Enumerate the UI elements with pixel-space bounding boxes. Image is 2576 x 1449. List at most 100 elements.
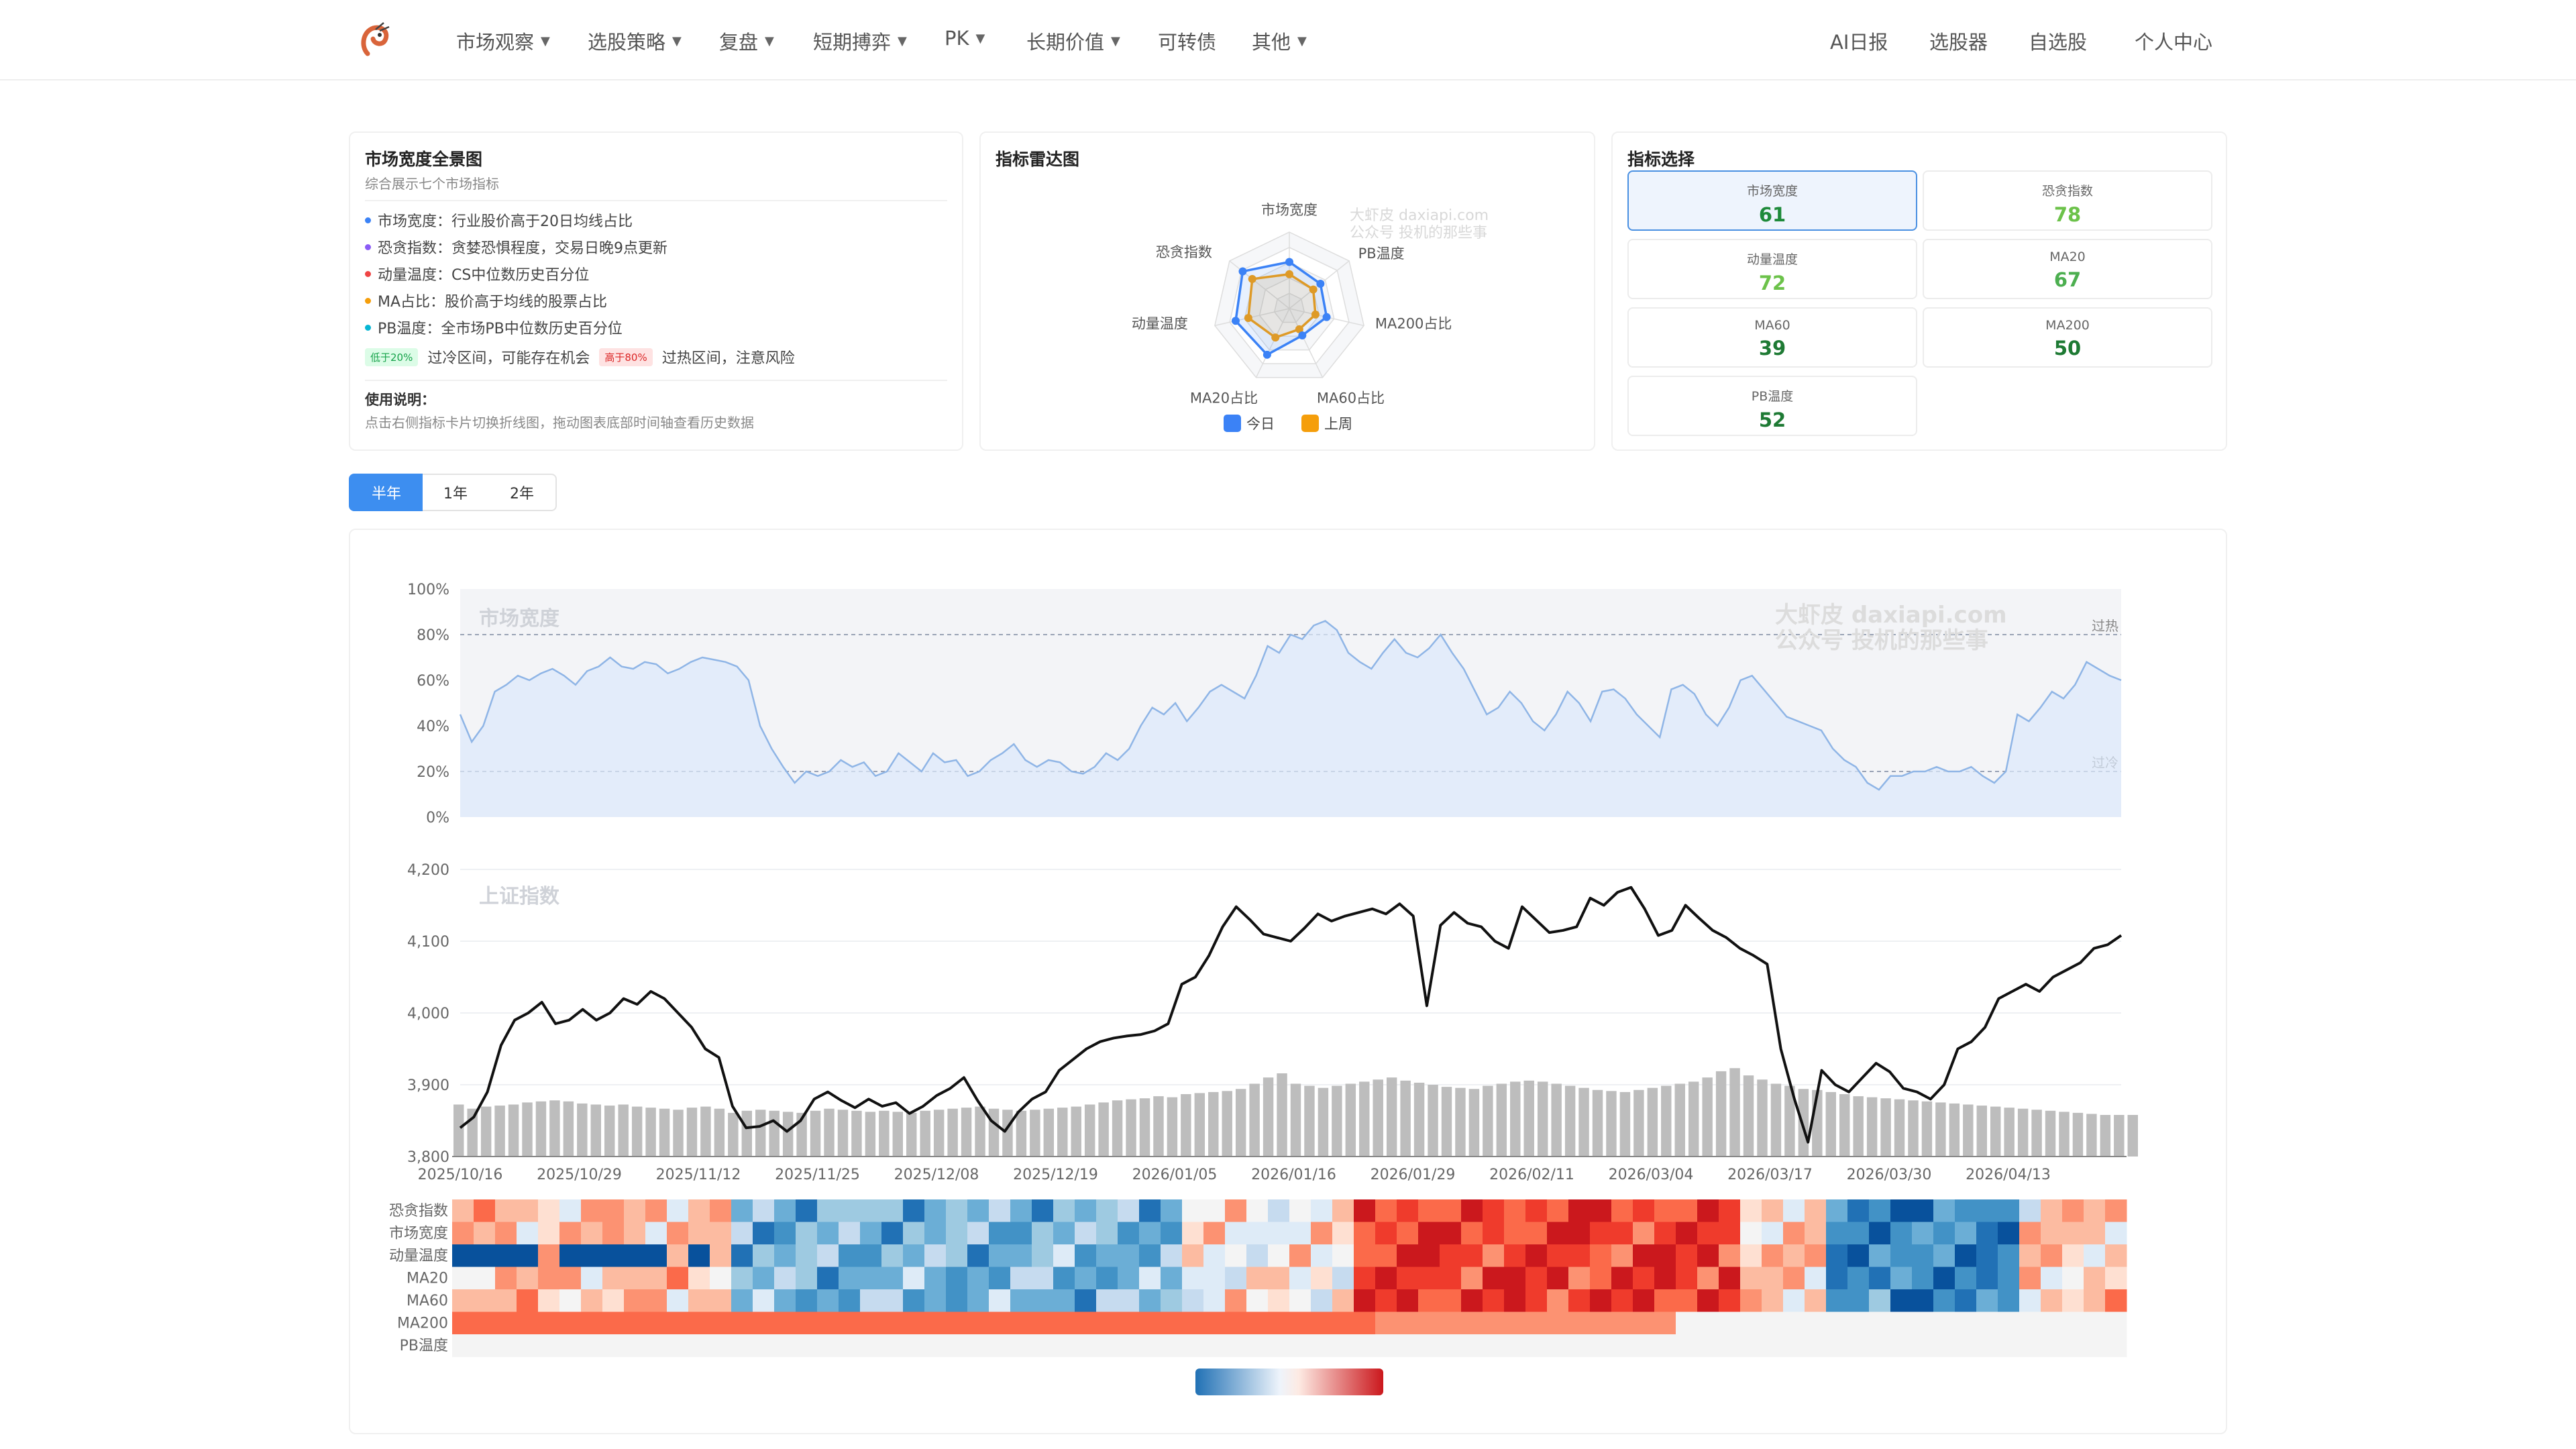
- heatmap-cell: [452, 1311, 474, 1335]
- heatmap-cell: [1397, 1334, 1419, 1357]
- volume-bar: [453, 1104, 464, 1157]
- heatmap-cell: [1225, 1222, 1247, 1245]
- legend-last-week[interactable]: 上周: [1301, 413, 1352, 433]
- chevron-down-icon: ▼: [1111, 34, 1120, 48]
- heatmap-cell: [645, 1222, 667, 1245]
- heatmap-cell: [474, 1334, 496, 1357]
- volume-bar: [645, 1108, 656, 1157]
- nav-stock-strategy[interactable]: 选股策略 ▼: [588, 31, 682, 54]
- heatmap-cell: [710, 1222, 732, 1245]
- range-2y-button[interactable]: 2年: [488, 474, 557, 511]
- nav-ai-daily[interactable]: AI日报: [1830, 31, 1888, 54]
- heatmap-cell: [452, 1334, 474, 1357]
- heatmap-cell: [796, 1244, 818, 1267]
- heatmap-cell: [1354, 1267, 1376, 1290]
- heatmap-cell: [731, 1199, 753, 1222]
- heatmap-cell: [946, 1267, 968, 1290]
- legend-momentum: 动量温度：CS中位数历史百分位: [365, 263, 589, 284]
- heatmap-cell: [1375, 1267, 1397, 1290]
- radar-lastweek-point: [1285, 270, 1293, 278]
- heatmap-cell: [1912, 1199, 1934, 1222]
- heatmap-cell: [1719, 1289, 1741, 1312]
- indicator-card-pb[interactable]: PB温度 52: [1627, 376, 1917, 436]
- volume-bar: [1071, 1106, 1081, 1157]
- nav-market-watch[interactable]: 市场观察 ▼: [456, 31, 550, 54]
- radar-chart[interactable]: 市场宽度 PB温度 MA200占比 MA60占比 MA20占比 动量温度 恐贪指数 大虾皮 d…: [981, 133, 1597, 452]
- range-half-year-button[interactable]: 半年: [349, 474, 424, 511]
- volume-bar: [1963, 1104, 1974, 1157]
- orange-square-icon: [1301, 415, 1319, 432]
- heatmap-cell: [1847, 1199, 1870, 1222]
- heatmap-cell: [1418, 1199, 1440, 1222]
- volume-bar: [673, 1110, 684, 1157]
- heatmap-cell: [1933, 1289, 1955, 1312]
- volume-bar: [1098, 1102, 1109, 1157]
- nav-watchlist[interactable]: 自选股: [2029, 31, 2088, 54]
- heatmap-cell: [1762, 1199, 1784, 1222]
- heatmap-cell: [452, 1244, 474, 1267]
- heatmap-cell: [1890, 1311, 1913, 1335]
- heatmap-cell: [1869, 1334, 1891, 1357]
- range-1y-button[interactable]: 1年: [423, 474, 490, 511]
- volume-bar: [933, 1110, 945, 1157]
- heatmap-cell: [1461, 1289, 1483, 1312]
- heatmap-cell: [1203, 1289, 1226, 1312]
- usage-text: 点击右侧指标卡片切换折线图，拖动图表底部时间轴查看历史数据: [365, 415, 754, 431]
- heatmap-cell: [1890, 1334, 1913, 1357]
- nav-profile[interactable]: 个人中心: [2135, 31, 2213, 54]
- nav-convertible[interactable]: 可转债: [1158, 31, 1217, 54]
- heatmap-cell: [1654, 1311, 1676, 1335]
- heatmap-cell: [989, 1199, 1011, 1222]
- heatmap-cell: [1010, 1334, 1032, 1357]
- indicator-card-ma20[interactable]: MA20 67: [1923, 239, 2212, 299]
- heatmap-cell: [452, 1222, 474, 1245]
- nav-short-term[interactable]: 短期搏弈 ▼: [813, 31, 907, 54]
- volume-bar: [1483, 1085, 1493, 1157]
- heatmap-cell: [1461, 1311, 1483, 1335]
- heatmap-cell: [1568, 1199, 1591, 1222]
- heatmap-cell: [688, 1222, 710, 1245]
- heatmap-cell: [1568, 1244, 1591, 1267]
- heatmap-cell: [2084, 1244, 2106, 1267]
- heatmap-cell: [2105, 1199, 2127, 1222]
- radar-lastweek-point: [1309, 285, 1318, 294]
- nav-screener[interactable]: 选股器: [1929, 31, 1988, 54]
- heatmap-cell: [1483, 1311, 1505, 1335]
- heatmap-cell: [1075, 1289, 1097, 1312]
- main-chart[interactable]: 100%80%60%40%20%0%过热过冷市场宽度大虾皮 daxiapi.co…: [350, 530, 2229, 1436]
- heatmap-row-label: 恐贪指数: [389, 1203, 448, 1220]
- volume-bar: [1592, 1089, 1603, 1157]
- heatmap-cell: [817, 1267, 839, 1290]
- heatmap-cell: [903, 1244, 925, 1267]
- volume-bar: [2114, 1115, 2125, 1157]
- nav-long-term[interactable]: 长期价值 ▼: [1026, 31, 1120, 54]
- heatmap-cell: [517, 1199, 539, 1222]
- watermark-text: 大虾皮 daxiapi.com: [1350, 207, 1489, 224]
- heatmap-cell: [559, 1289, 582, 1312]
- indicator-card-momentum[interactable]: 动量温度 72: [1627, 239, 1917, 299]
- volume-bar: [1400, 1080, 1411, 1157]
- indicator-card-ma200[interactable]: MA200 50: [1923, 307, 2212, 368]
- heatmap-cell: [796, 1267, 818, 1290]
- heatmap-cell: [667, 1267, 689, 1290]
- date-tick-label: 2025/12/19: [1013, 1167, 1098, 1183]
- indicator-card-ma60[interactable]: MA60 39: [1627, 307, 1917, 368]
- heatmap-row-label: MA20: [407, 1271, 448, 1287]
- heatmap-cell: [1075, 1334, 1097, 1357]
- shrimp-logo-icon[interactable]: [356, 20, 393, 58]
- heatmap-cell: [667, 1244, 689, 1267]
- volume-bar: [1277, 1073, 1287, 1157]
- date-tick-label: 2026/01/16: [1251, 1167, 1336, 1183]
- legend-today[interactable]: 今日: [1224, 413, 1275, 433]
- heatmap-cell: [1654, 1244, 1676, 1267]
- nav-other[interactable]: 其他 ▼: [1252, 31, 1307, 54]
- heatmap-cell: [946, 1289, 968, 1312]
- indicator-card-fear-greed[interactable]: 恐贪指数 78: [1923, 170, 2212, 231]
- volume-bar: [1167, 1097, 1178, 1157]
- nav-pk[interactable]: PK ▼: [945, 27, 985, 50]
- heatmap-cell: [1246, 1334, 1269, 1357]
- nav-review[interactable]: 复盘 ▼: [719, 31, 774, 54]
- indicator-card-breadth[interactable]: 市场宽度 61: [1627, 170, 1917, 231]
- heatmap-cell: [1010, 1311, 1032, 1335]
- heatmap-cell: [1590, 1311, 1612, 1335]
